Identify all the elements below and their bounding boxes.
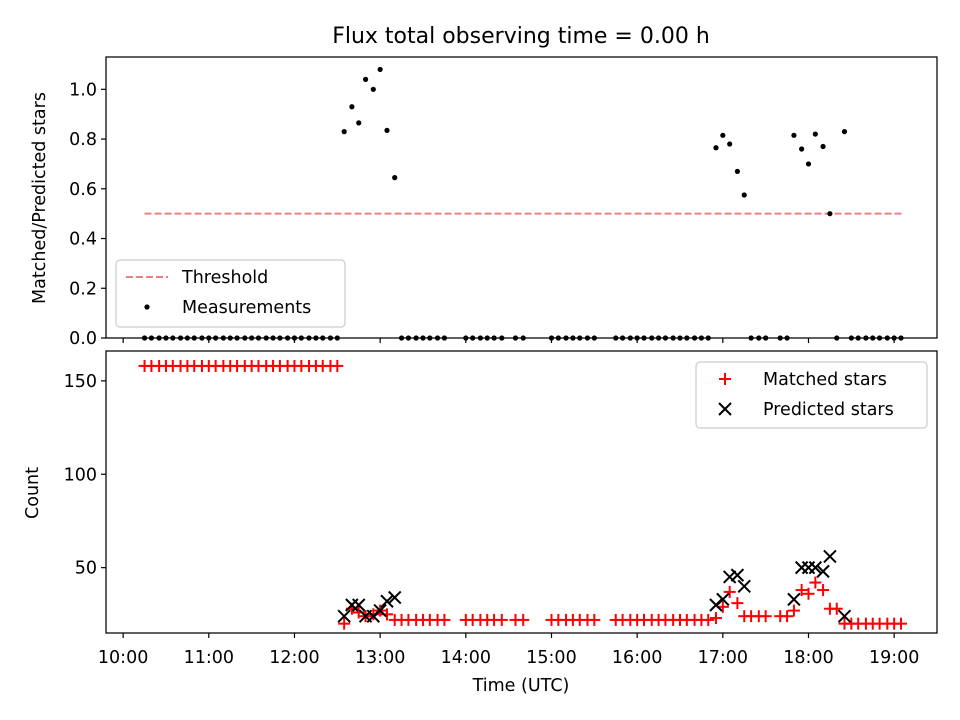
bottom-x-tick-label: 14:00: [441, 648, 491, 668]
predicted-star-marker: [380, 594, 394, 608]
measurement-point: [349, 104, 355, 110]
bottom-y-ticks: 50 100 150: [64, 372, 106, 579]
matched-star-marker: [830, 602, 843, 615]
measurement-point: [377, 66, 383, 73]
predicted-star-marker: [837, 609, 852, 623]
matched-star-marker: [438, 613, 451, 626]
measurement-point: [341, 129, 347, 135]
bottom-legend: Matched stars Predicted stars: [695, 361, 928, 429]
measurement-point: [791, 132, 797, 138]
matched-star-marker: [809, 576, 822, 589]
bottom-x-tick-label: 19:00: [869, 648, 919, 668]
matched-star-marker: [795, 584, 808, 597]
top-legend: Threshold Measurements: [115, 259, 346, 328]
bottom-x-tick-label: 12:00: [269, 648, 319, 668]
top-y-tick-label: 0.6: [69, 180, 97, 200]
bottom-x-ticks: 10:00 11:00 12:00 13:00 14:00 15:00 16:00 17:00…: [98, 633, 919, 668]
predicted-legend-label: Predicted stars: [763, 400, 894, 420]
bottom-y-tick-label: 50: [75, 559, 97, 579]
measurement-point: [841, 129, 848, 135]
matched-star-marker: [709, 612, 722, 625]
matched-star-marker: [781, 610, 794, 623]
predicted-star-marker: [337, 609, 351, 623]
measurement-point: [370, 86, 376, 92]
predicted-star-marker: [816, 564, 830, 579]
measurement-point: [734, 168, 740, 174]
measurement-point: [820, 143, 826, 150]
top-y-tick-label: 0.2: [69, 279, 97, 299]
matched-star-marker: [331, 359, 344, 372]
top-panel-marks: [141, 66, 904, 341]
matched-star-marker: [517, 613, 530, 626]
predicted-star-marker: [373, 603, 387, 618]
bottom-x-tick-label: 10:00: [98, 648, 148, 668]
measurement-point: [362, 76, 369, 82]
predicted-star-marker: [737, 579, 751, 594]
measurement-point: [356, 120, 362, 126]
measurements-legend-label: Measurements: [182, 298, 311, 318]
measurement-point: [827, 211, 833, 217]
bottom-y-tick-label: 150: [64, 372, 97, 392]
measurement-point: [384, 127, 390, 133]
predicted-legend-swatch: [718, 402, 732, 416]
measurements-legend-swatch: [144, 304, 150, 310]
bottom-axes-frame: [105, 350, 938, 634]
bottom-xlabel: Time (UTC): [472, 676, 570, 696]
matched-star-marker: [787, 604, 800, 617]
bottom-x-tick-label: 17:00: [698, 648, 748, 668]
bottom-legend-box: [695, 361, 928, 429]
bottom-x-tick-label: 18:00: [783, 648, 833, 668]
measurement-point: [720, 132, 726, 138]
top-y-tick-label: 0.4: [69, 230, 97, 250]
bottom-x-tick-label: 16:00: [612, 648, 662, 668]
top-ylabel: Matched/Predicted stars: [30, 92, 50, 304]
matched-star-marker: [588, 613, 601, 626]
bottom-x-tick-label: 11:00: [184, 648, 234, 668]
top-x-ticks: [122, 338, 895, 343]
matched-legend-label: Matched stars: [763, 370, 887, 390]
matched-star-marker: [731, 597, 744, 610]
predicted-star-marker: [823, 549, 837, 564]
top-legend-box: [115, 259, 346, 328]
predicted-star-marker: [352, 598, 366, 612]
matched-star-marker: [895, 617, 908, 630]
bottom-x-tick-label: 13:00: [355, 648, 405, 668]
matched-star-marker: [338, 617, 351, 630]
measurement-point: [392, 175, 398, 181]
measurement-point: [799, 146, 805, 152]
top-y-tick-label: 0.8: [69, 130, 97, 150]
predicted-star-marker: [716, 592, 730, 607]
top-axes-frame: [105, 56, 938, 339]
top-panel: 0.0 0.2 0.4 0.6 0.8 1.0 Matched/Predicted sta…: [30, 56, 938, 349]
predicted-star-marker: [388, 590, 402, 605]
predicted-star-marker: [787, 592, 801, 607]
measurement-point: [713, 145, 719, 151]
figure-title: Flux total observing time = 0.00 h: [332, 24, 710, 49]
measurement-point: [727, 141, 733, 147]
predicted-star-marker: [722, 570, 737, 584]
measurement-point: [805, 161, 812, 167]
bottom-panel-marks: [138, 359, 908, 630]
matched-star-marker: [817, 584, 830, 597]
measurement-point: [741, 192, 747, 198]
matched-legend-swatch: [719, 373, 731, 385]
measurement-point: [812, 131, 818, 137]
top-y-ticks: 0.0 0.2 0.4 0.6 0.8 1.0: [69, 80, 106, 349]
matched-star-marker: [723, 585, 736, 598]
matched-star-marker: [759, 610, 772, 623]
bottom-x-tick-label: 15:00: [526, 648, 576, 668]
bottom-ylabel: Count: [23, 467, 43, 519]
bottom-y-tick-label: 100: [64, 465, 97, 485]
predicted-star-marker: [808, 560, 823, 575]
top-y-tick-label: 0.0: [69, 329, 97, 349]
predicted-star-marker: [730, 568, 745, 582]
matched-star-marker: [702, 613, 715, 626]
threshold-legend-label: Threshold: [181, 268, 268, 288]
matched-star-marker: [802, 587, 815, 600]
top-y-tick-label: 1.0: [69, 80, 97, 100]
matched-star-marker: [495, 613, 508, 626]
